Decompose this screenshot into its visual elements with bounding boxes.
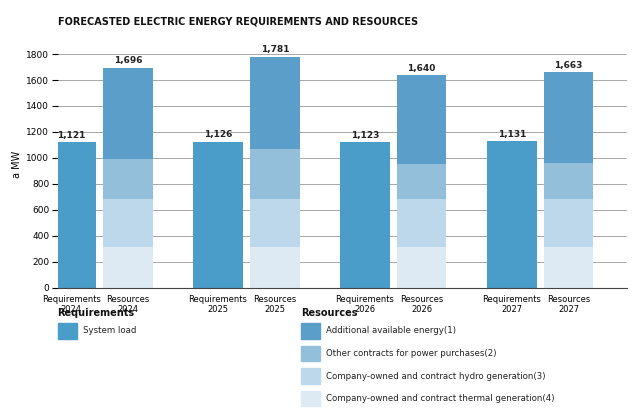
Text: Company-owned and contract thermal generation(4): Company-owned and contract thermal gener… xyxy=(326,394,555,403)
Text: 1,640: 1,640 xyxy=(408,64,436,72)
Bar xyxy=(103,67,153,159)
Text: Additional available energy(1): Additional available energy(1) xyxy=(326,326,456,335)
Bar xyxy=(250,199,300,247)
Text: System load: System load xyxy=(83,326,136,335)
Text: 1,781: 1,781 xyxy=(260,45,289,54)
Text: 1,663: 1,663 xyxy=(554,60,583,69)
Bar xyxy=(487,141,536,288)
Bar xyxy=(250,247,300,288)
Text: 1,131: 1,131 xyxy=(498,129,526,139)
Text: Company-owned and contract hydro generation(3): Company-owned and contract hydro generat… xyxy=(326,372,546,381)
Bar xyxy=(397,247,447,288)
Text: 1,696: 1,696 xyxy=(114,56,142,65)
Text: Other contracts for power purchases(2): Other contracts for power purchases(2) xyxy=(326,349,497,358)
Bar xyxy=(544,72,593,163)
Text: Resources: Resources xyxy=(301,308,357,318)
Bar xyxy=(103,159,153,199)
Text: Requirements: Requirements xyxy=(58,308,135,318)
Bar xyxy=(250,149,300,199)
Y-axis label: a MW: a MW xyxy=(12,151,22,178)
Bar xyxy=(193,141,243,288)
Text: 1,121: 1,121 xyxy=(57,131,85,140)
Bar xyxy=(397,75,447,164)
Bar xyxy=(250,57,300,149)
Text: 1,126: 1,126 xyxy=(204,130,232,139)
Bar xyxy=(397,199,447,247)
Bar xyxy=(46,142,96,288)
Bar xyxy=(397,164,447,199)
Bar xyxy=(103,199,153,247)
Bar xyxy=(544,247,593,288)
Text: 1,123: 1,123 xyxy=(351,131,379,140)
Bar xyxy=(340,142,390,288)
Bar xyxy=(544,199,593,247)
Bar xyxy=(103,247,153,288)
Bar xyxy=(544,163,593,199)
Text: FORECASTED ELECTRIC ENERGY REQUIREMENTS AND RESOURCES: FORECASTED ELECTRIC ENERGY REQUIREMENTS … xyxy=(58,17,418,27)
